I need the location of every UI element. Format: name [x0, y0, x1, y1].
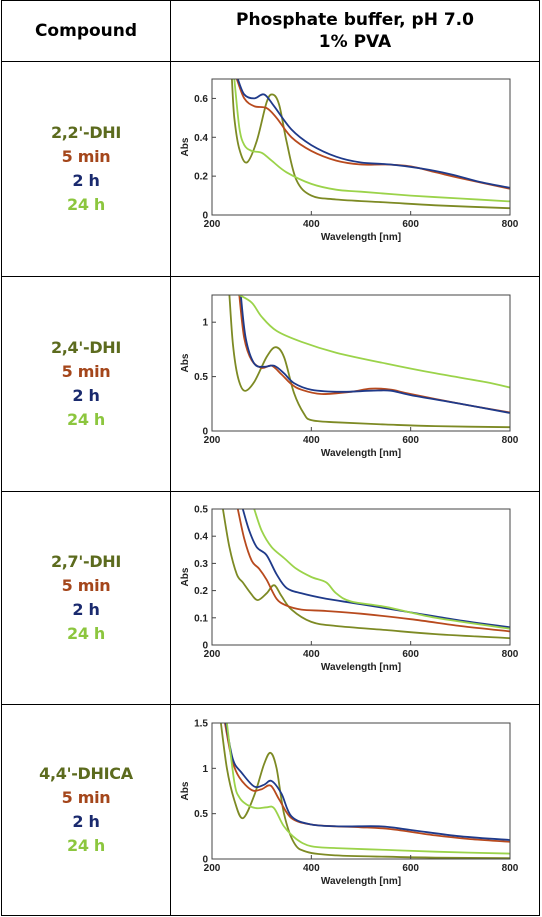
time-label-2h: 2 h	[72, 386, 100, 405]
y-tick-label: 0.3	[194, 559, 208, 570]
x-tick-label: 800	[502, 649, 519, 660]
series-line-5min	[224, 723, 510, 843]
time-label-24h: 24 h	[66, 410, 106, 429]
x-tick-label: 800	[502, 219, 519, 230]
y-tick-label: 1	[202, 318, 208, 329]
x-tick-label: 200	[204, 435, 221, 446]
y-tick-label: 0	[202, 641, 208, 652]
header-condition-line1: Phosphate buffer, pH 7.0	[236, 10, 474, 30]
y-tick-label: 0	[202, 855, 208, 866]
series-line-2h	[239, 295, 510, 414]
y-tick-label: 1	[202, 764, 208, 775]
y-tick-label: 0.5	[194, 809, 208, 820]
row-divider-3	[2, 704, 539, 705]
time-label-2h: 2 h	[72, 812, 100, 831]
y-tick-label: 0	[202, 427, 208, 438]
plot-frame	[211, 294, 511, 432]
compound-name: 2,4'-DHI	[50, 338, 122, 357]
x-tick-label: 200	[204, 863, 221, 874]
compound-name: 2,7'-DHI	[50, 552, 122, 571]
x-tick-label: 600	[402, 219, 419, 230]
plot-frame	[211, 78, 511, 216]
series-line-initial	[228, 295, 510, 429]
spectrum-chart-2: 200 400 600 800 0 0.5 1 Wavelength [nm] Abs	[180, 294, 519, 459]
series-line-24h	[233, 79, 510, 203]
row-divider-header	[2, 61, 539, 62]
time-label-24h: 24 h	[66, 624, 106, 643]
x-tick-label: 200	[204, 649, 221, 660]
series-line-2h	[236, 79, 510, 189]
y-tick-label: 0.2	[194, 586, 208, 597]
y-tick-label: 0.2	[194, 172, 208, 183]
x-axis-label: Wavelength [nm]	[321, 448, 401, 459]
time-label-5min: 5 min	[61, 788, 111, 807]
x-tick-label: 400	[303, 435, 320, 446]
y-axis-label: Abs	[180, 781, 191, 800]
x-tick-label: 400	[303, 649, 320, 660]
row-divider-2	[2, 491, 539, 492]
y-axis-label: Abs	[180, 353, 191, 372]
series-line-2h	[225, 723, 510, 841]
time-label-2h: 2 h	[72, 171, 100, 190]
header-compound: Compound	[34, 21, 138, 41]
y-tick-label: 0	[202, 211, 208, 222]
x-tick-label: 800	[502, 863, 519, 874]
time-label-5min: 5 min	[61, 362, 111, 381]
series-line-initial	[222, 509, 510, 640]
y-axis-label: Abs	[180, 567, 191, 586]
y-tick-label: 0.6	[194, 94, 208, 105]
spectrum-chart-3: 200 400 600 800 0 0.1 0.2 0.3 0.4 0.5 Wavelength […	[180, 505, 519, 674]
x-tick-label: 400	[303, 219, 320, 230]
time-label-24h: 24 h	[66, 195, 106, 214]
series-line-5min	[238, 295, 510, 414]
x-tick-label: 600	[402, 863, 419, 874]
compound-name: 4,4'-DHICA	[39, 764, 133, 783]
header-condition: Phosphate buffer, pH 7.0 1% PVA	[171, 1, 539, 61]
x-axis-label: Wavelength [nm]	[321, 876, 401, 887]
x-tick-label: 600	[402, 649, 419, 660]
row-label-1: 2,2'-DHI 5 min 2 h 24 h	[2, 62, 170, 276]
time-label-5min: 5 min	[61, 147, 111, 166]
x-axis-label: Wavelength [nm]	[321, 232, 401, 243]
plot-frame	[211, 722, 511, 860]
plot-frame	[211, 508, 511, 646]
series-line-2h	[241, 509, 510, 629]
y-tick-label: 0.4	[194, 133, 208, 144]
row-label-2: 2,4'-DHI 5 min 2 h 24 h	[2, 277, 170, 491]
compound-name: 2,2'-DHI	[50, 123, 122, 142]
series-line-initial	[220, 723, 510, 859]
y-tick-label: 0.4	[194, 532, 208, 543]
y-tick-label: 1.5	[194, 719, 208, 730]
spectrum-chart-4: 200 400 600 800 0 0.5 1 1.5 Wavelength [nm] Abs	[180, 719, 519, 888]
row-label-4: 4,4'-DHICA 5 min 2 h 24 h	[2, 705, 170, 915]
series-line-24h	[226, 723, 510, 855]
y-tick-label: 0.1	[194, 613, 208, 624]
time-label-2h: 2 h	[72, 600, 100, 619]
series-line-initial	[231, 79, 510, 210]
column-divider	[170, 1, 171, 915]
row-divider-1	[2, 276, 539, 277]
y-axis-label: Abs	[180, 137, 191, 156]
y-tick-label: 0.5	[194, 372, 208, 383]
series-line-5min	[236, 509, 510, 633]
x-axis-label: Wavelength [nm]	[321, 662, 401, 673]
header-condition-line2: 1% PVA	[318, 32, 392, 52]
series-line-5min	[235, 79, 510, 190]
y-tick-label: 0.5	[194, 505, 208, 516]
x-tick-label: 200	[204, 219, 221, 230]
spectrum-chart-1: 200 400 600 800 0 0.2 0.4 0.6 Wavelength [nm] Abs	[180, 78, 519, 243]
x-tick-label: 800	[502, 435, 519, 446]
x-tick-label: 400	[303, 863, 320, 874]
time-label-24h: 24 h	[66, 836, 106, 855]
x-tick-label: 600	[402, 435, 419, 446]
series-line-24h	[238, 295, 510, 389]
row-label-3: 2,7'-DHI 5 min 2 h 24 h	[2, 492, 170, 704]
time-label-5min: 5 min	[61, 576, 111, 595]
series-line-24h	[253, 509, 510, 630]
